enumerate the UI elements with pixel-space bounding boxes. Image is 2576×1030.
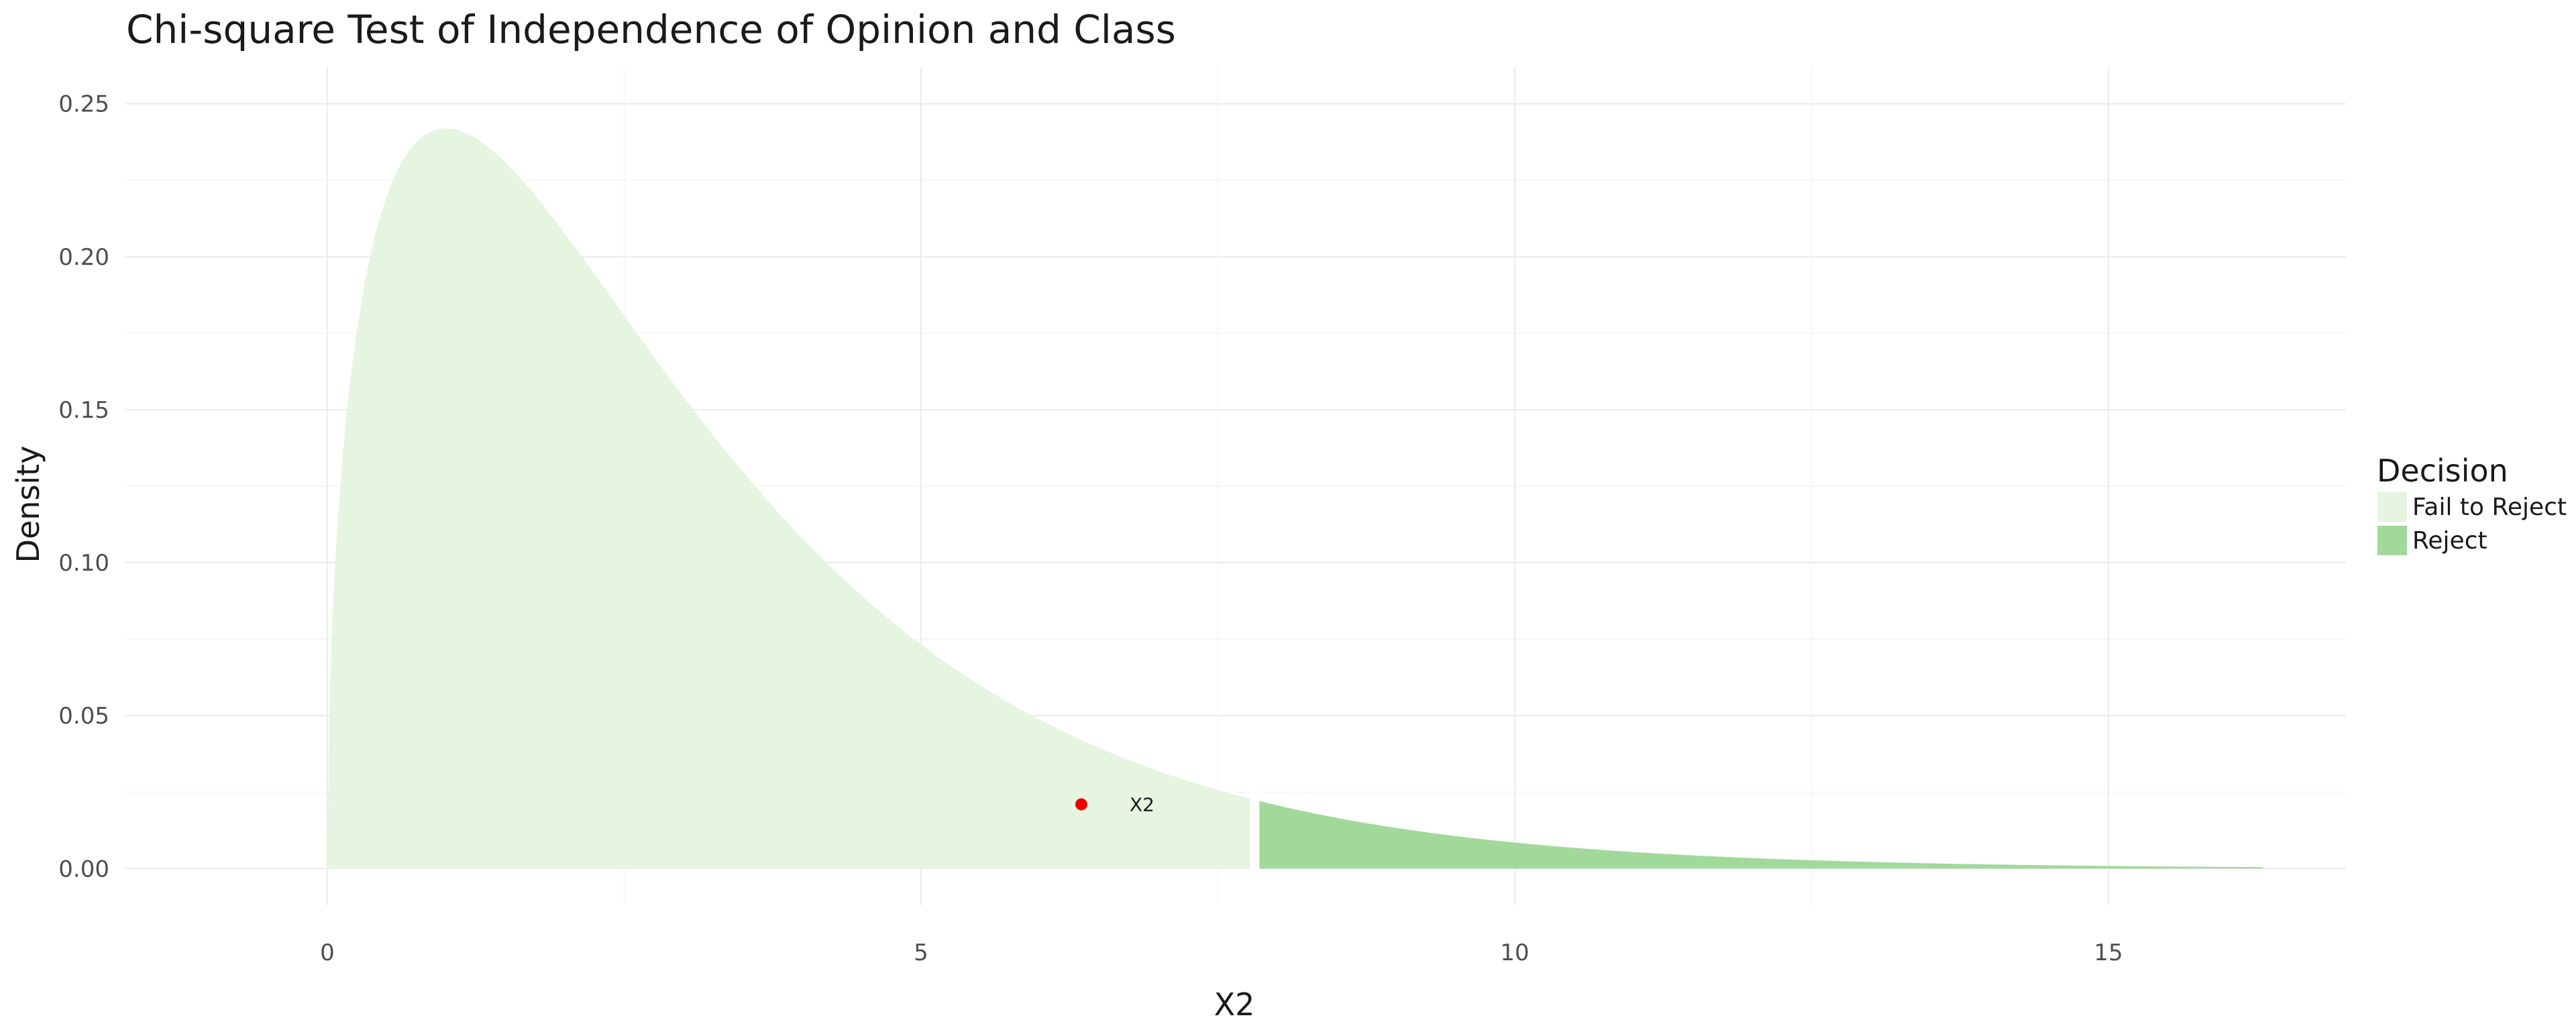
legend-items: Fail to Reject Reject (2377, 492, 2567, 555)
x-tick-label: 15 (2094, 939, 2123, 966)
legend-swatch (2377, 526, 2407, 555)
x-tick-label: 10 (1500, 939, 1529, 966)
legend-label: Fail to Reject (2412, 494, 2567, 521)
x-axis-title: X2 (1214, 986, 1255, 1023)
y-tick-label: 0.05 (58, 703, 109, 730)
y-tick-label: 0.20 (58, 244, 109, 271)
x-tick-label: 0 (320, 939, 335, 966)
y-tick-label: 0.25 (58, 91, 109, 118)
legend-title: Decision (2377, 453, 2508, 489)
density-areas (327, 128, 2263, 870)
test-statistic-point (1075, 798, 1087, 811)
y-axis-title: Density (10, 446, 46, 563)
test-statistic-label: X2 (1130, 793, 1155, 815)
legend-label: Reject (2412, 527, 2487, 555)
x-tick-label: 5 (914, 939, 928, 966)
area-reject (1254, 799, 2263, 869)
legend: Decision Fail to Reject Reject (2377, 453, 2567, 555)
y-tick-label: 0.10 (58, 550, 109, 577)
chart-title: Chi-square Test of Independence of Opini… (126, 7, 1176, 52)
legend-swatch (2377, 492, 2407, 522)
axes: 0.00 0.05 0.10 0.15 0.20 0.25 0 5 10 15 (58, 91, 2123, 966)
area-fail-to-reject (327, 128, 1255, 869)
annotation-layer: X2 (1075, 793, 1155, 815)
y-tick-label: 0.15 (58, 397, 109, 424)
y-tick-label: 0.00 (58, 856, 109, 882)
